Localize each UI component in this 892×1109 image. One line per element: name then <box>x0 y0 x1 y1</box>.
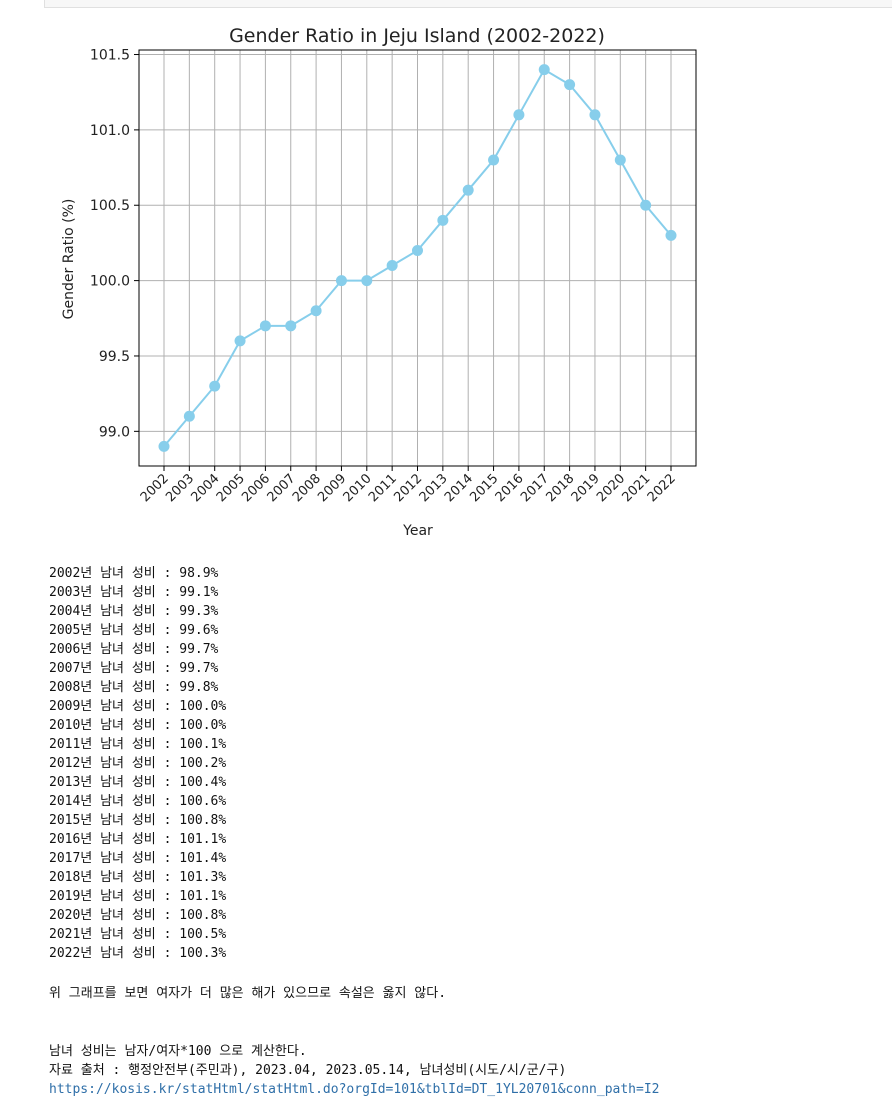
stat-line: 2007년 남녀 성비 : 99.7% <box>49 661 219 676</box>
y-tick-label: 101.5 <box>90 48 130 64</box>
stat-line: 2017년 남녀 성비 : 101.4% <box>49 851 227 866</box>
stat-line: 2014년 남녀 성비 : 100.6% <box>49 794 227 809</box>
data-point <box>513 109 525 121</box>
y-tick-label: 101.0 <box>90 123 130 139</box>
stat-line: 2011년 남녀 성비 : 100.1% <box>49 737 227 752</box>
data-point <box>158 440 170 452</box>
notes-block: 남녀 성비는 남자/여자*100 으로 계산한다. 자료 출처 : 행정안전부(주… <box>49 1042 659 1099</box>
data-point <box>310 305 322 317</box>
x-tick-label: 2022 <box>645 471 679 505</box>
x-axis-ticks: 2002200320042005200620072008200920102011… <box>138 466 679 505</box>
x-tick-label: 2011 <box>366 471 400 505</box>
source-link[interactable]: https://kosis.kr/statHtml/statHtml.do?or… <box>49 1082 660 1097</box>
source-text: 자료 출처 : 행정안전부(주민과), 2023.04, 2023.05.14,… <box>49 1063 567 1078</box>
stat-line: 2020년 남녀 성비 : 100.8% <box>49 908 227 923</box>
x-tick-label: 2006 <box>239 471 273 505</box>
y-tick-label: 100.5 <box>90 198 130 214</box>
stat-line: 2003년 남녀 성비 : 99.1% <box>49 585 219 600</box>
data-point <box>361 275 373 287</box>
x-tick-label: 2008 <box>290 471 324 505</box>
x-tick-label: 2018 <box>543 471 577 505</box>
stat-line: 2005년 남녀 성비 : 99.6% <box>49 623 219 638</box>
stat-line: 2019년 남녀 성비 : 101.1% <box>49 889 227 904</box>
stat-line: 2016년 남녀 성비 : 101.1% <box>49 832 227 847</box>
plot-frame <box>138 49 697 467</box>
data-point <box>488 154 500 166</box>
gender-ratio-chart: Gender Ratio in Jeju Island (2002-2022) … <box>61 25 697 539</box>
x-axis-label: Year <box>402 523 433 539</box>
stat-line: 2018년 남녀 성비 : 101.3% <box>49 870 227 885</box>
data-point <box>285 320 297 332</box>
conclusion-text: 위 그래프를 보면 여자가 더 많은 해가 있으므로 속설은 옳지 않다. <box>49 986 447 1001</box>
x-tick-label: 2002 <box>138 471 172 505</box>
stat-line: 2013년 남녀 성비 : 100.4% <box>49 775 227 790</box>
stat-line: 2022년 남녀 성비 : 100.3% <box>49 946 227 961</box>
stat-line: 2012년 남녀 성비 : 100.2% <box>49 756 227 771</box>
stat-line: 2010년 남녀 성비 : 100.0% <box>49 718 227 733</box>
x-tick-label: 2021 <box>619 471 653 505</box>
x-tick-label: 2015 <box>467 471 501 505</box>
data-point <box>234 335 246 347</box>
stat-line: 2004년 남녀 성비 : 99.3% <box>49 604 219 619</box>
data-point <box>259 320 271 332</box>
x-tick-label: 2014 <box>442 471 476 505</box>
stat-line: 2006년 남녀 성비 : 99.7% <box>49 642 219 657</box>
data-point <box>665 229 677 241</box>
y-tick-label: 99.0 <box>99 424 130 440</box>
x-tick-label: 2003 <box>163 471 197 505</box>
stat-line: 2015년 남녀 성비 : 100.8% <box>49 813 227 828</box>
data-point <box>412 244 423 256</box>
y-axis-ticks: 99.0 99.5 100.0 100.5 101.0 101.5 <box>90 48 139 440</box>
data-point <box>538 64 550 76</box>
previous-cell-edge <box>44 0 892 8</box>
chart-grid <box>139 50 696 466</box>
x-tick-label: 2005 <box>214 471 248 505</box>
y-axis-label: Gender Ratio (%) <box>61 199 77 320</box>
data-point <box>614 154 626 166</box>
chart-title: Gender Ratio in Jeju Island (2002-2022) <box>229 25 605 47</box>
data-point <box>640 199 652 211</box>
data-point <box>386 260 398 272</box>
data-point <box>183 410 195 422</box>
x-tick-label: 2009 <box>315 471 349 505</box>
stats-output: 2002년 남녀 성비 : 98.9% 2003년 남녀 성비 : 99.1% 20… <box>49 564 226 963</box>
x-tick-label: 2017 <box>518 471 552 505</box>
data-point <box>462 184 474 196</box>
formula-note: 남녀 성비는 남자/여자*100 으로 계산한다. <box>49 1044 307 1059</box>
data-point <box>335 275 347 287</box>
x-tick-label: 2020 <box>594 471 628 505</box>
stat-line: 2021년 남녀 성비 : 100.5% <box>49 927 227 942</box>
y-tick-label: 100.0 <box>90 274 130 290</box>
data-point <box>564 79 576 91</box>
x-tick-label: 2012 <box>391 471 425 505</box>
x-tick-label: 2007 <box>265 471 299 505</box>
y-tick-label: 99.5 <box>99 349 130 365</box>
x-tick-label: 2004 <box>189 471 223 505</box>
x-tick-label: 2013 <box>417 471 451 505</box>
data-point <box>209 380 221 392</box>
stat-line: 2009년 남녀 성비 : 100.0% <box>49 699 227 714</box>
data-point <box>437 214 449 226</box>
data-point <box>589 109 601 121</box>
x-tick-label: 2016 <box>493 471 527 505</box>
x-tick-label: 2019 <box>569 471 603 505</box>
stat-line: 2008년 남녀 성비 : 99.8% <box>49 680 219 695</box>
x-tick-label: 2010 <box>341 471 375 505</box>
stat-line: 2002년 남녀 성비 : 98.9% <box>49 566 219 581</box>
series-gender-ratio <box>158 64 677 452</box>
